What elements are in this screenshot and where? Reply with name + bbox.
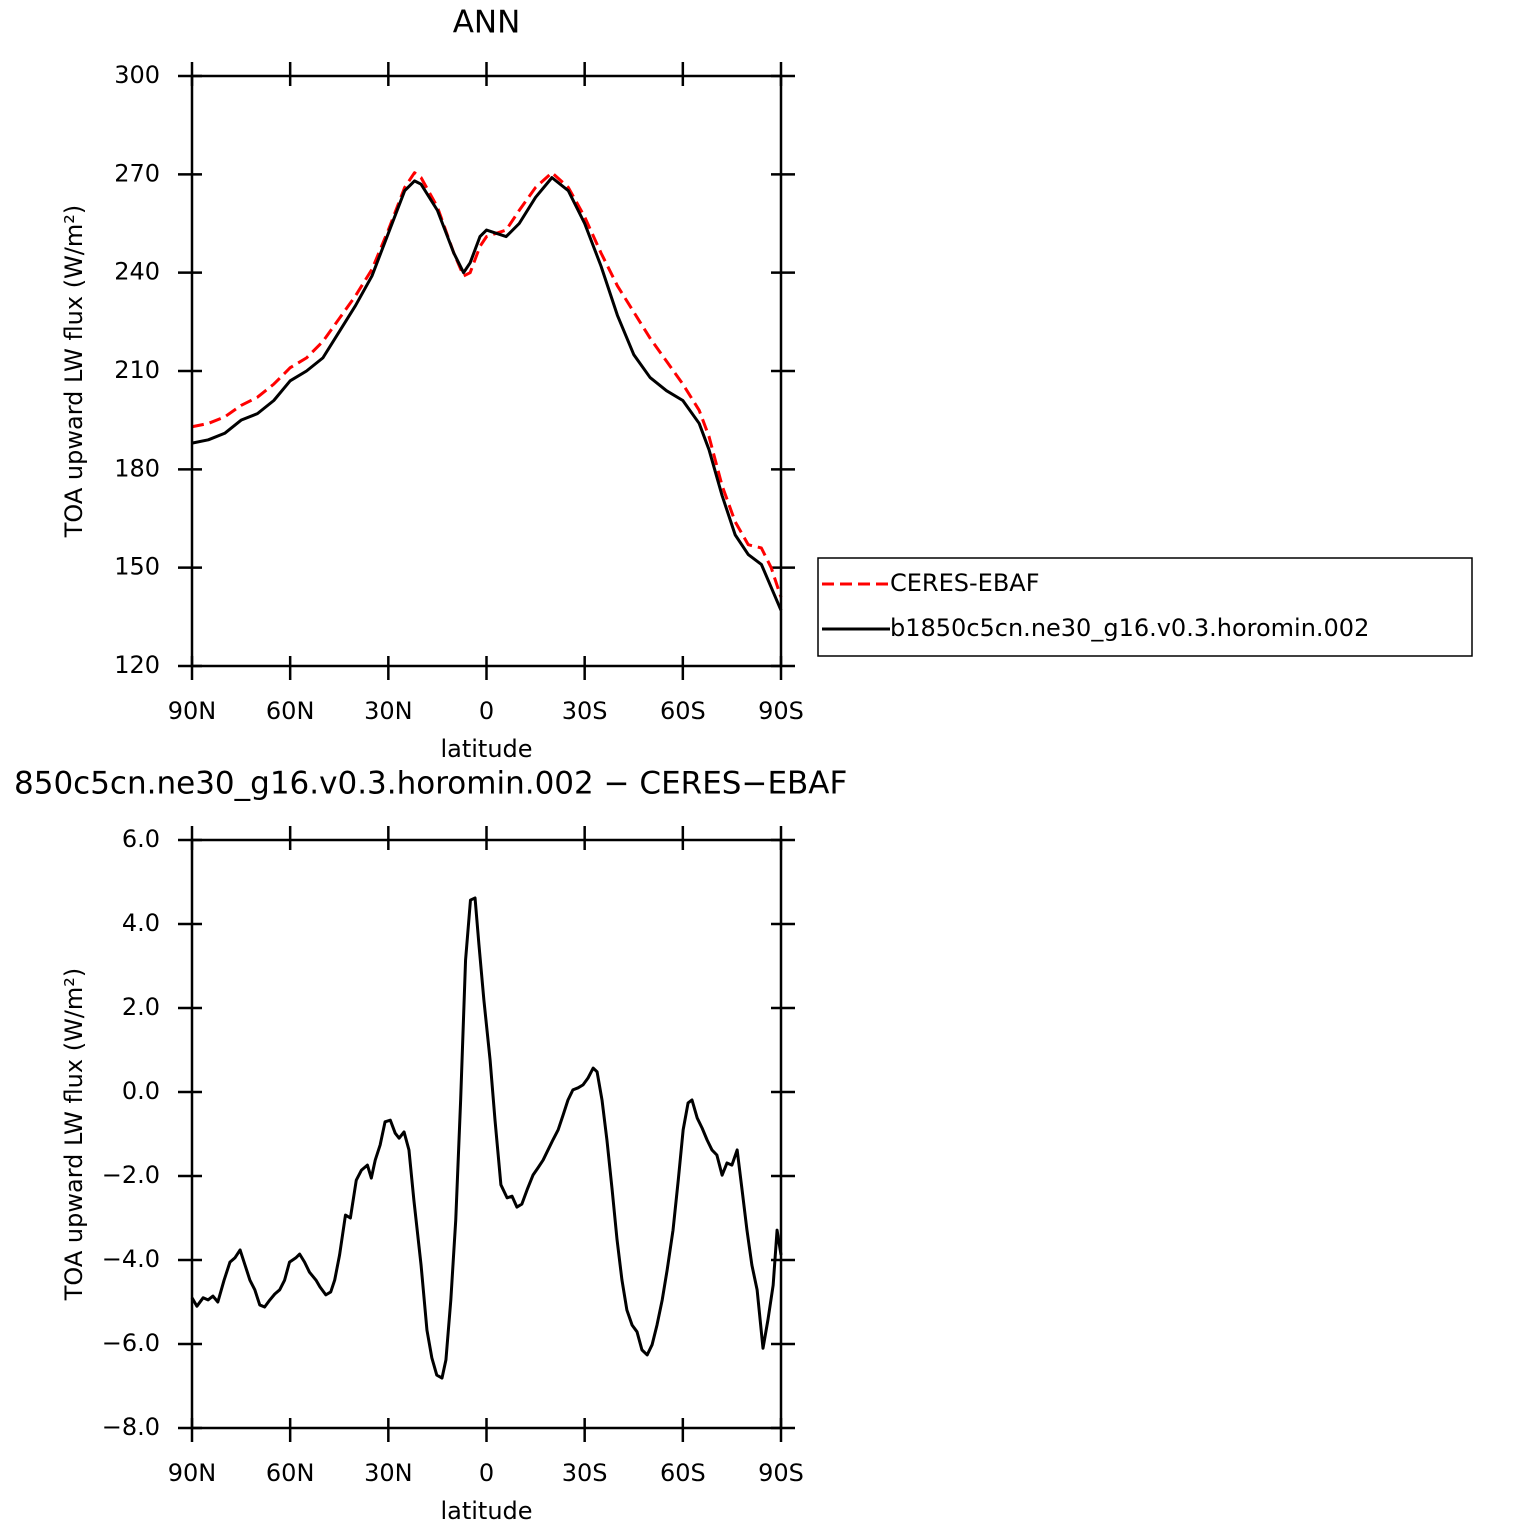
legend-box xyxy=(817,557,1473,657)
y-tick-label: −4.0 xyxy=(102,1245,160,1273)
y-tick-label: 240 xyxy=(114,258,160,286)
y-tick-label: 0.0 xyxy=(122,1077,160,1105)
y-tick-label: −6.0 xyxy=(102,1329,160,1357)
x-tick-label: 90N xyxy=(168,697,217,725)
data-line xyxy=(191,171,783,598)
x-tick-label: 60S xyxy=(660,697,706,725)
x-tick-label: 90S xyxy=(758,697,804,725)
x-tick-label: 30N xyxy=(364,697,413,725)
y-tick-label: 2.0 xyxy=(122,993,160,1021)
x-tick-label: 0 xyxy=(479,1459,494,1487)
y-tick-label: 300 xyxy=(114,61,160,89)
y-axis-label: TOA upward LW flux (W/m²) xyxy=(60,205,88,539)
y-tick-label: 120 xyxy=(114,651,160,679)
x-tick-label: 30S xyxy=(562,697,608,725)
x-axis-label: latitude xyxy=(440,1497,532,1525)
plot-frame xyxy=(190,838,783,1430)
plot-frame xyxy=(190,74,783,668)
legend-label: CERES-EBAF xyxy=(890,569,1040,597)
y-tick-label: 6.0 xyxy=(122,825,160,853)
y-axis-label: TOA upward LW flux (W/m²) xyxy=(60,968,88,1302)
y-tick-label: 210 xyxy=(114,356,160,384)
data-line xyxy=(191,176,783,611)
x-tick-label: 90N xyxy=(168,1459,217,1487)
x-tick-label: 30N xyxy=(364,1459,413,1487)
x-tick-label: 60S xyxy=(660,1459,706,1487)
chart-title: ANN xyxy=(453,5,521,41)
data-line xyxy=(190,896,783,1380)
y-tick-label: −8.0 xyxy=(102,1413,160,1441)
y-tick-label: 180 xyxy=(114,454,160,482)
x-tick-label: 90S xyxy=(758,1459,804,1487)
x-axis-label: latitude xyxy=(440,735,532,763)
chart-title: 850c5cn.ne30_g16.v0.3.horomin.002 − CERE… xyxy=(14,766,847,802)
y-tick-label: 4.0 xyxy=(122,909,160,937)
y-tick-label: −2.0 xyxy=(102,1161,160,1189)
x-tick-label: 0 xyxy=(479,697,494,725)
x-tick-label: 60N xyxy=(266,697,315,725)
legend-label: b1850c5cn.ne30_g16.v0.3.horomin.002 xyxy=(890,614,1369,642)
x-tick-label: 60N xyxy=(266,1459,315,1487)
x-tick-label: 30S xyxy=(562,1459,608,1487)
y-tick-label: 270 xyxy=(114,159,160,187)
y-tick-label: 150 xyxy=(114,553,160,581)
